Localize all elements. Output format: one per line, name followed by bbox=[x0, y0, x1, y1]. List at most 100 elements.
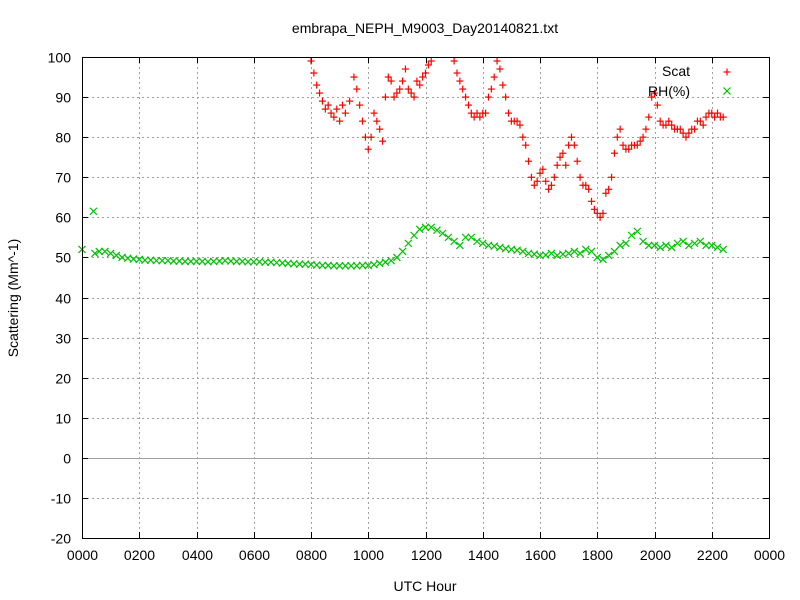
data-point bbox=[656, 243, 665, 252]
data-point bbox=[376, 125, 384, 133]
data-point bbox=[596, 213, 604, 221]
data-point bbox=[321, 105, 329, 113]
data-point bbox=[547, 249, 556, 258]
data-point bbox=[330, 113, 338, 121]
data-point bbox=[645, 113, 653, 121]
data-point bbox=[562, 161, 570, 169]
data-point bbox=[621, 239, 630, 248]
x-tick-label: 1400 bbox=[468, 547, 499, 563]
data-point bbox=[679, 237, 688, 246]
data-point bbox=[627, 231, 636, 240]
data-point bbox=[158, 256, 167, 265]
data-point bbox=[487, 85, 495, 93]
data-point bbox=[358, 261, 367, 270]
data-point bbox=[95, 247, 104, 256]
data-point bbox=[478, 239, 487, 248]
data-point bbox=[310, 69, 318, 77]
data-point bbox=[613, 133, 621, 141]
data-point bbox=[90, 249, 99, 258]
legend-marker-rh bbox=[723, 87, 731, 95]
data-point bbox=[525, 157, 533, 165]
data-point bbox=[438, 229, 447, 238]
data-point bbox=[392, 253, 401, 262]
data-point bbox=[415, 225, 424, 234]
x-tick-label: 2200 bbox=[697, 547, 728, 563]
data-point bbox=[186, 257, 195, 266]
data-point bbox=[398, 247, 407, 256]
data-point bbox=[668, 121, 676, 129]
data-point bbox=[333, 105, 341, 113]
data-point bbox=[450, 57, 458, 65]
data-point bbox=[633, 141, 641, 149]
data-point bbox=[450, 237, 459, 246]
x-tick-label: 0000 bbox=[754, 547, 785, 563]
data-point bbox=[713, 243, 722, 252]
y-tick-label: 70 bbox=[55, 170, 71, 186]
data-point bbox=[482, 109, 490, 117]
data-point bbox=[473, 237, 481, 246]
data-point bbox=[381, 93, 389, 101]
data-point bbox=[516, 121, 524, 129]
data-point bbox=[244, 257, 252, 266]
x-tick-label: 1000 bbox=[353, 547, 384, 563]
data-point bbox=[379, 137, 387, 145]
data-point bbox=[456, 77, 464, 85]
series-scat bbox=[307, 57, 727, 221]
axes: -20 -10 0 10 20 30 40 50 60 70 80 90 100 0000 0200 0400… bbox=[48, 50, 786, 564]
x-tick-label: 0800 bbox=[296, 547, 327, 563]
x-tick-label: 0000 bbox=[67, 547, 98, 563]
data-point bbox=[493, 57, 501, 65]
data-point bbox=[513, 117, 521, 125]
data-point bbox=[713, 109, 721, 117]
data-point bbox=[610, 149, 618, 157]
data-point bbox=[399, 77, 407, 85]
y-tick-label: -10 bbox=[51, 491, 71, 507]
data-point bbox=[599, 255, 607, 264]
data-point bbox=[556, 153, 564, 161]
data-point bbox=[404, 85, 412, 93]
data-point bbox=[410, 231, 418, 240]
data-point bbox=[353, 85, 361, 93]
data-point bbox=[152, 256, 161, 265]
data-point bbox=[696, 117, 704, 125]
data-point bbox=[338, 101, 346, 109]
data-point bbox=[545, 185, 553, 193]
data-point bbox=[419, 73, 427, 81]
x-tick-label: 1800 bbox=[582, 547, 613, 563]
series-markers bbox=[78, 57, 728, 270]
data-point bbox=[318, 261, 327, 270]
data-point bbox=[416, 81, 424, 89]
data-point bbox=[541, 251, 550, 259]
data-point bbox=[642, 125, 650, 133]
data-point bbox=[593, 253, 602, 262]
data-point bbox=[341, 261, 350, 270]
data-point bbox=[518, 247, 527, 256]
data-point bbox=[421, 223, 430, 232]
y-tick-label: 90 bbox=[55, 90, 71, 106]
data-point bbox=[316, 89, 324, 97]
data-point bbox=[702, 241, 710, 250]
data-point bbox=[324, 101, 332, 109]
legend-label-scat: Scat bbox=[662, 63, 690, 79]
data-point bbox=[608, 173, 616, 181]
data-point bbox=[599, 209, 607, 217]
data-point bbox=[367, 133, 375, 141]
data-point bbox=[673, 239, 682, 248]
data-point bbox=[684, 241, 693, 250]
data-point bbox=[662, 241, 670, 250]
data-point bbox=[313, 81, 321, 89]
data-point bbox=[665, 117, 673, 125]
data-point bbox=[387, 256, 396, 265]
y-tick-label: 60 bbox=[55, 210, 71, 226]
data-point bbox=[550, 173, 558, 181]
data-point bbox=[567, 133, 575, 141]
data-point bbox=[336, 117, 344, 125]
data-point bbox=[461, 233, 470, 242]
y-tick-label: 0 bbox=[63, 451, 71, 467]
data-point bbox=[341, 109, 349, 117]
x-tick-label: 0600 bbox=[239, 547, 270, 563]
data-point bbox=[295, 260, 304, 269]
data-point bbox=[707, 241, 716, 250]
data-point bbox=[651, 89, 658, 97]
